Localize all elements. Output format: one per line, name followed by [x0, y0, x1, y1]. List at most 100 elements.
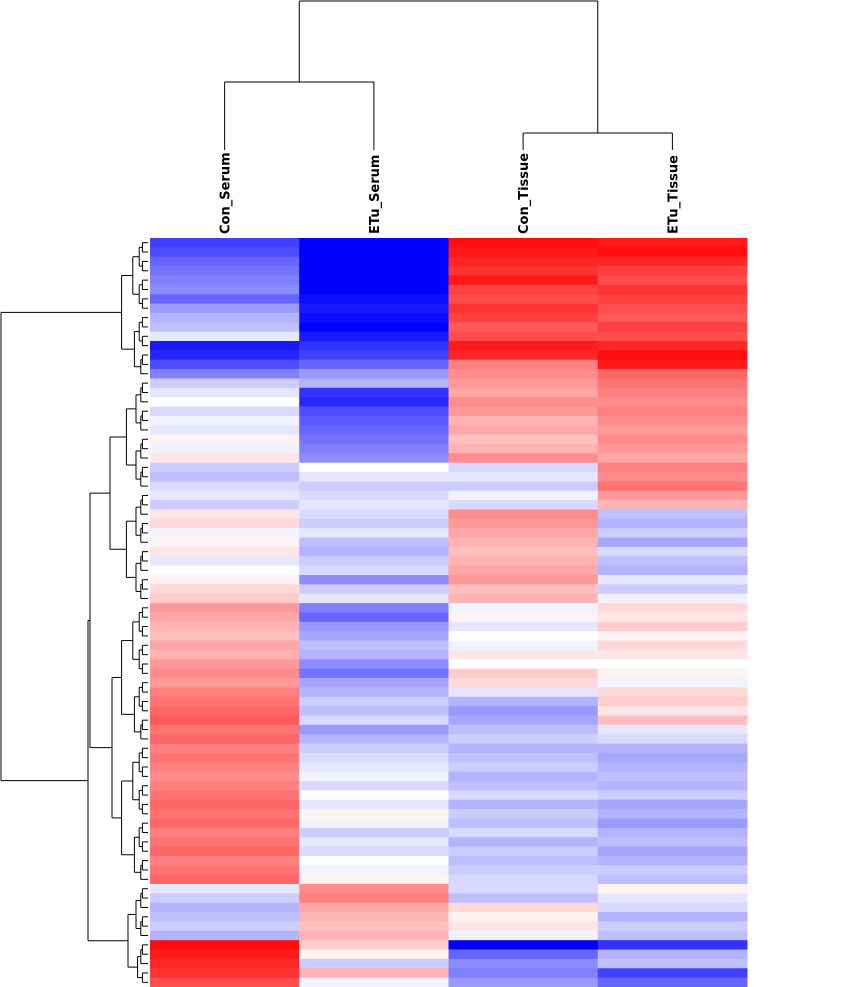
heatmap-cell — [597, 818, 748, 829]
heatmap-cell — [597, 706, 748, 717]
heatmap-cell — [150, 537, 300, 548]
column-label: Con_Tissue — [517, 153, 532, 234]
heatmap-cell — [299, 640, 449, 651]
heatmap-cell — [299, 846, 449, 857]
heatmap-cell — [597, 790, 748, 801]
heatmap-cell — [448, 509, 599, 520]
heatmap-cell — [448, 434, 599, 445]
heatmap-cell — [448, 294, 599, 305]
heatmap-cell — [299, 977, 449, 987]
heatmap-cell — [597, 331, 748, 342]
heatmap-cell — [597, 827, 748, 838]
heatmap-cell — [150, 696, 300, 707]
heatmap-cell — [299, 415, 449, 426]
heatmap-cell — [597, 247, 748, 258]
heatmap-cell — [150, 500, 300, 511]
heatmap-cell — [597, 977, 748, 987]
heatmap-cell — [597, 528, 748, 539]
heatmap-cell — [597, 322, 748, 333]
heatmap-cell — [299, 565, 449, 576]
heatmap-cell — [597, 266, 748, 277]
heatmap-cell — [150, 724, 300, 735]
heatmap-cell — [299, 612, 449, 623]
heatmap-cell — [299, 902, 449, 913]
heatmap-cell — [597, 303, 748, 314]
heatmap-cell — [150, 247, 300, 258]
heatmap-cell — [597, 724, 748, 735]
heatmap-cell — [299, 958, 449, 969]
heatmap-cell — [448, 462, 599, 473]
heatmap-cell — [448, 809, 599, 820]
heatmap-cell — [597, 640, 748, 651]
heatmap-cell — [597, 359, 748, 370]
heatmap-cell — [299, 621, 449, 632]
heatmap-cell — [597, 949, 748, 960]
heatmap-cell — [150, 930, 300, 941]
heatmap-cell — [299, 930, 449, 941]
heatmap-cell — [448, 490, 599, 501]
heatmap-cell — [150, 238, 300, 248]
heatmap-cell — [597, 612, 748, 623]
heatmap-cell — [448, 837, 599, 848]
heatmap-cell — [448, 369, 599, 380]
heatmap-cell — [448, 453, 599, 464]
heatmap-cell — [448, 678, 599, 688]
heatmap-cell — [597, 584, 748, 595]
heatmap-cell — [299, 378, 449, 389]
heatmap-cell — [448, 687, 599, 698]
heatmap-cell — [448, 387, 599, 398]
heatmap-cell — [448, 546, 599, 557]
column-label: ETu_Serum — [368, 155, 383, 234]
heatmap-cell — [299, 874, 449, 885]
heatmap-cell — [448, 893, 599, 904]
heatmap-cell — [150, 575, 300, 586]
heatmap-cell — [597, 752, 748, 763]
heatmap-cell — [597, 631, 748, 642]
heatmap-cell — [150, 837, 300, 848]
heatmap-cell — [597, 294, 748, 305]
heatmap-cell — [150, 303, 300, 314]
heatmap-cell — [150, 921, 300, 932]
heatmap-cell — [597, 893, 748, 904]
heatmap-cell — [150, 706, 300, 717]
heatmap-cell — [299, 865, 449, 876]
heatmap-cell — [299, 247, 449, 258]
heatmap-cell — [448, 406, 599, 417]
heatmap-cell — [448, 743, 599, 754]
heatmap-cell — [299, 668, 449, 679]
heatmap-cell — [597, 809, 748, 820]
heatmap-cell — [597, 940, 748, 951]
heatmap-cell — [448, 818, 599, 829]
heatmap-cell — [299, 687, 449, 698]
heatmap-cell — [299, 968, 449, 979]
heatmap-cell — [150, 434, 300, 445]
heatmap-cell — [448, 977, 599, 987]
heatmap-cell — [448, 312, 599, 323]
heatmap-cell — [150, 640, 300, 651]
heatmap-cell — [299, 397, 449, 408]
heatmap-cell — [299, 425, 449, 436]
heatmap-cell — [150, 734, 300, 745]
heatmap-cell — [448, 500, 599, 511]
heatmap-cell — [597, 350, 748, 361]
heatmap-cell — [299, 443, 449, 454]
heatmap-cell — [597, 715, 748, 726]
heatmap-cell — [150, 340, 300, 351]
heatmap-cell — [448, 874, 599, 885]
heatmap-cell — [150, 490, 300, 501]
heatmap-cell — [597, 565, 748, 576]
heatmap-cell — [299, 453, 449, 464]
heatmap-cell — [448, 715, 599, 726]
heatmap-cell — [448, 706, 599, 717]
heatmap-cell — [448, 968, 599, 979]
heatmap-cell — [299, 724, 449, 735]
heatmap-cell — [597, 509, 748, 520]
heatmap-cell — [597, 238, 748, 248]
heatmap-cell — [299, 603, 449, 614]
heatmap-cell — [150, 481, 300, 492]
heatmap-cell — [597, 696, 748, 707]
heatmap-cell — [150, 958, 300, 969]
heatmap-cell — [150, 378, 300, 389]
heatmap-cell — [597, 930, 748, 941]
heatmap-cell — [150, 546, 300, 557]
